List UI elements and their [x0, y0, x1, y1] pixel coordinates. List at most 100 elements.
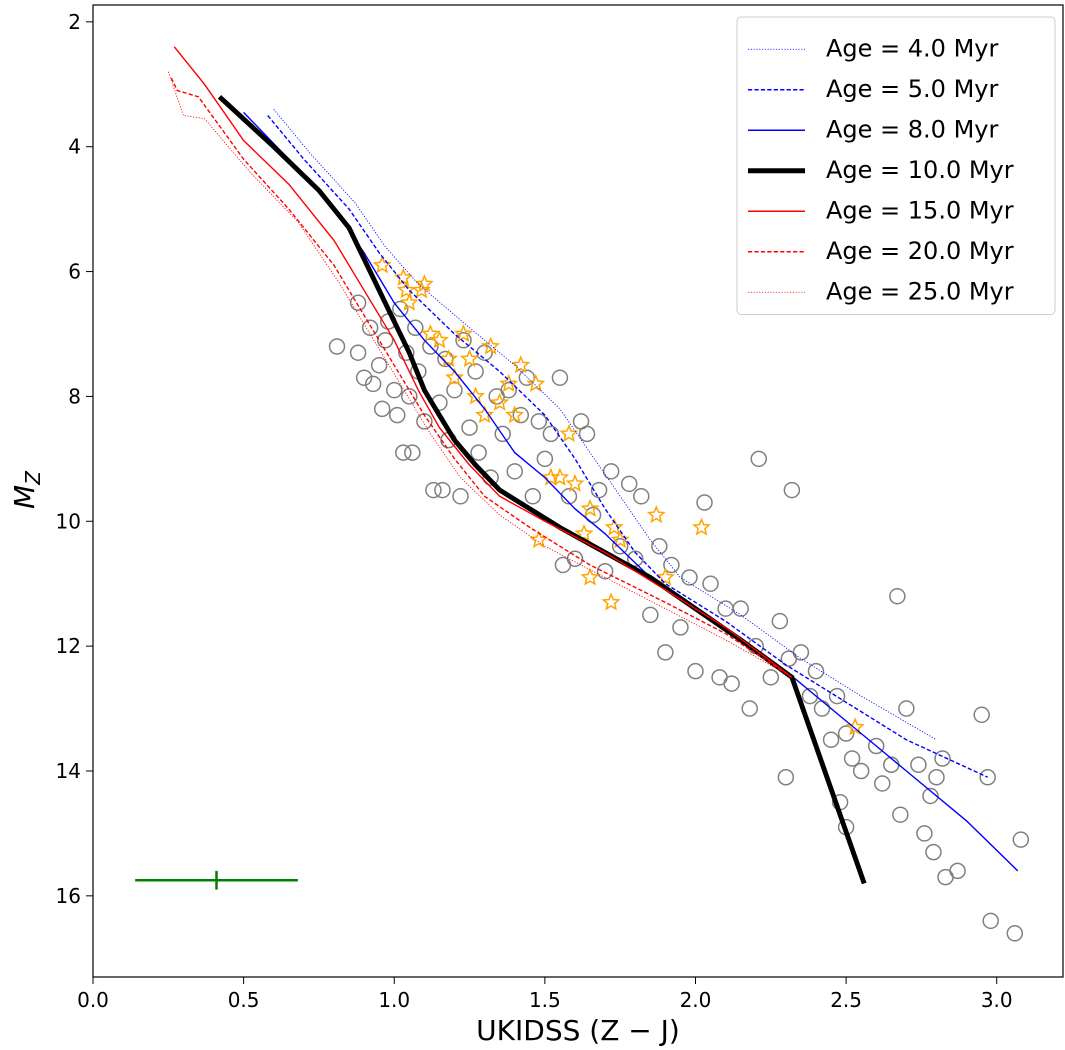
circle-point	[434, 481, 451, 499]
circle-point	[482, 469, 499, 486]
x-tick-label: 1.5	[529, 988, 561, 1012]
circle-point	[566, 550, 584, 567]
circle-point	[663, 556, 680, 574]
circle-point	[828, 687, 846, 705]
star-point	[481, 336, 501, 355]
circle-point	[928, 768, 945, 786]
star-point	[399, 292, 419, 311]
star-point	[393, 267, 413, 286]
x-axis-label: UKIDSS (Z − J)	[476, 1014, 680, 1047]
circle-point	[392, 300, 409, 318]
y-label-sub: Z	[21, 470, 45, 486]
star-point	[475, 405, 495, 424]
circle-point	[642, 606, 659, 624]
circle-point	[771, 612, 789, 630]
y-tick-label: 10	[56, 509, 81, 533]
star-point	[454, 324, 473, 343]
star-point	[445, 367, 464, 386]
circle-point	[807, 662, 825, 680]
star-point	[550, 467, 570, 486]
star-point	[411, 280, 431, 299]
isochrone-line	[243, 111, 1019, 872]
star-point	[580, 498, 600, 517]
star-point	[646, 505, 666, 524]
circle-point	[452, 488, 469, 505]
star-point	[420, 324, 440, 343]
circle-point	[376, 331, 394, 349]
star-point	[466, 386, 486, 405]
circle-point	[801, 687, 819, 705]
circle-point	[389, 406, 406, 424]
star-point	[601, 592, 621, 611]
star-point	[414, 274, 434, 293]
circle-point	[626, 550, 644, 567]
circle-point	[385, 381, 403, 399]
circle-point	[762, 669, 780, 686]
isochrone-line	[170, 77, 793, 678]
star-point	[429, 330, 449, 349]
isochrone-line	[267, 115, 988, 778]
y-tick-label: 4	[68, 135, 81, 159]
circle-point	[1012, 831, 1030, 848]
circle-point	[702, 575, 719, 592]
legend-label: Age = 20.0 Myr	[826, 237, 1014, 265]
circle-point	[783, 481, 801, 499]
circle-point	[370, 356, 388, 374]
circle-point	[672, 619, 689, 636]
legend-label: Age = 15.0 Myr	[826, 196, 1014, 224]
star-point	[529, 530, 549, 549]
circle-point	[633, 488, 650, 505]
star-point	[526, 373, 546, 392]
circle-point	[355, 369, 373, 386]
circle-point	[852, 762, 870, 780]
circle-point	[373, 400, 391, 418]
star-point	[692, 517, 711, 536]
circle-point	[732, 600, 749, 617]
circle-point	[425, 481, 442, 499]
legend-box	[736, 16, 1056, 315]
circle-point	[476, 344, 493, 361]
circle-point	[422, 338, 439, 355]
circle-point	[750, 450, 767, 468]
circle-point	[404, 444, 421, 461]
isochrone-line	[173, 46, 793, 678]
circle-point	[717, 600, 734, 617]
circle-point	[1006, 925, 1024, 942]
circle-point	[467, 363, 484, 380]
circle-point	[518, 369, 536, 386]
y-tick-label: 6	[68, 260, 81, 284]
star-point	[574, 523, 594, 542]
star-point	[580, 567, 600, 586]
circle-point	[349, 294, 367, 312]
star-point	[565, 473, 585, 492]
circle-point	[822, 731, 840, 749]
circle-point	[741, 700, 758, 717]
circle-point	[590, 481, 608, 499]
circle-point	[455, 331, 472, 349]
circle-point	[551, 369, 569, 386]
circle-point	[949, 862, 966, 880]
star-point	[499, 373, 519, 392]
x-tick-label: 2.5	[830, 988, 862, 1012]
circle-point	[651, 537, 668, 555]
y-tick-label: 12	[56, 634, 81, 658]
circle-point	[681, 569, 698, 586]
legend-label: Age = 5.0 Myr	[826, 75, 998, 103]
star-point	[511, 355, 531, 374]
circle-point	[401, 388, 418, 405]
legend-label: Age = 10.0 Myr	[826, 156, 1014, 184]
circle-point	[542, 425, 560, 443]
circle-point	[536, 450, 554, 468]
circle-point	[446, 381, 463, 399]
circle-point	[979, 768, 996, 786]
circle-point	[777, 768, 795, 786]
legend-label: Age = 4.0 Myr	[826, 34, 998, 62]
circle-point	[892, 806, 909, 823]
star-point	[655, 567, 675, 586]
circle-point	[925, 843, 942, 861]
circle-point	[867, 737, 885, 755]
circle-point	[916, 825, 933, 842]
star-point	[460, 349, 480, 367]
y-tick-label: 2	[68, 10, 81, 34]
